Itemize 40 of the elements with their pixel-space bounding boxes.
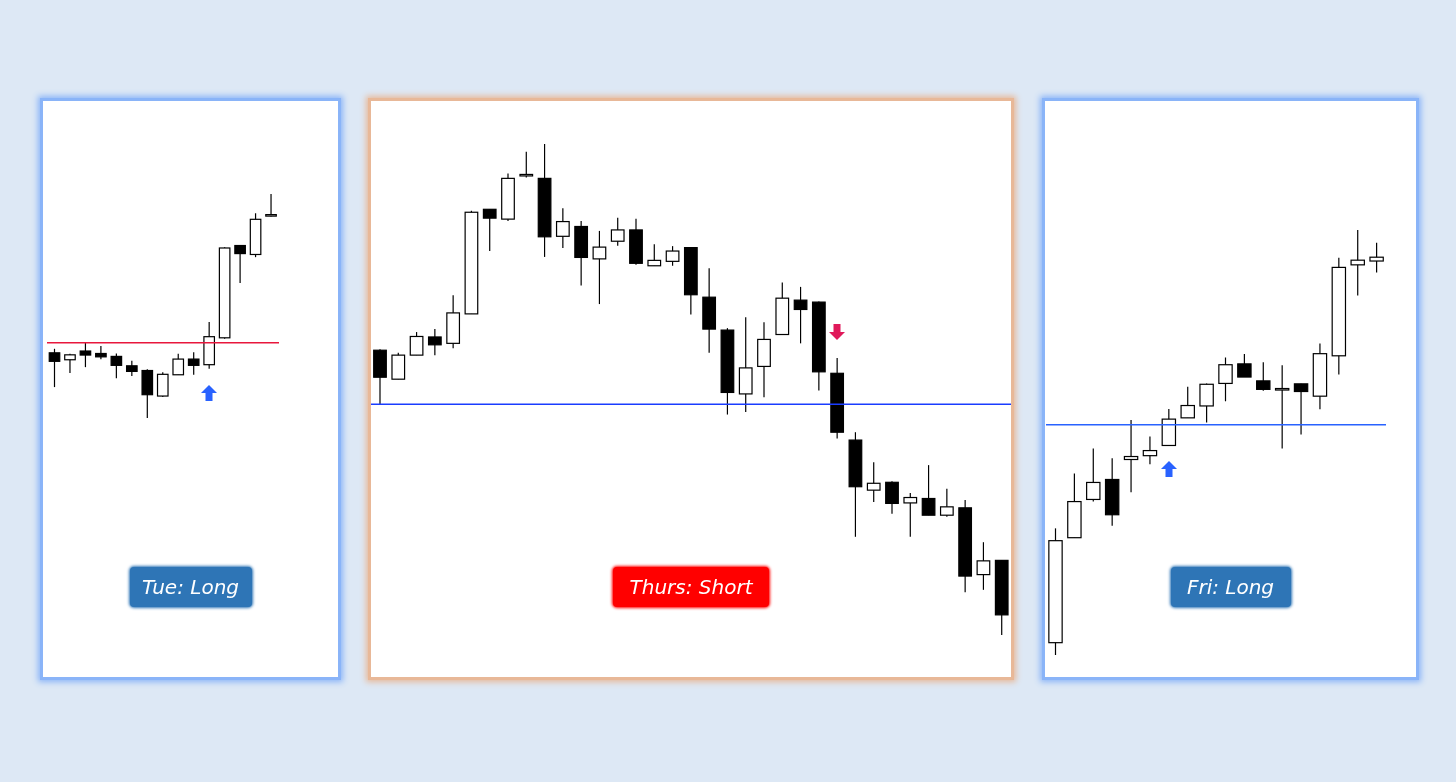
candlestick [1086,447,1101,503]
candlestick [793,286,808,344]
candlestick [95,345,107,360]
candlestick [592,230,607,305]
candlestick [110,352,123,379]
text: Tue: Long [129,567,252,607]
candlestick [1199,382,1214,424]
candlestick [265,194,277,218]
candlestick [555,207,570,249]
candlestick [610,217,625,247]
text: Fri: Long [1170,567,1291,607]
candlestick [427,328,442,356]
candlestick [187,351,200,376]
candlestick [665,245,680,267]
candlestick [1256,361,1271,392]
text: Thurs: Short [613,567,769,607]
candlestick [1142,435,1158,465]
candlestick [647,243,662,267]
candlestick [885,480,899,515]
candlestick [172,353,185,376]
candlestick [976,541,991,591]
candlestick [903,492,918,538]
candlestick [409,331,424,356]
candlestick [1180,386,1195,419]
candlestick [519,151,534,178]
candlestick [79,342,92,368]
candlestick [482,208,497,252]
candlestick [156,371,169,398]
candlestick [1369,242,1384,274]
candlestick [1350,230,1365,297]
candlestick [866,461,881,503]
candlestick [921,464,936,516]
candlestick [1123,419,1139,493]
candlestick [1218,356,1233,402]
candlestick [234,244,246,284]
candlestick [1237,353,1252,378]
candlestick [48,348,61,388]
candlestick [939,488,954,518]
candlestick [1293,383,1309,436]
candlestick [1274,364,1290,450]
